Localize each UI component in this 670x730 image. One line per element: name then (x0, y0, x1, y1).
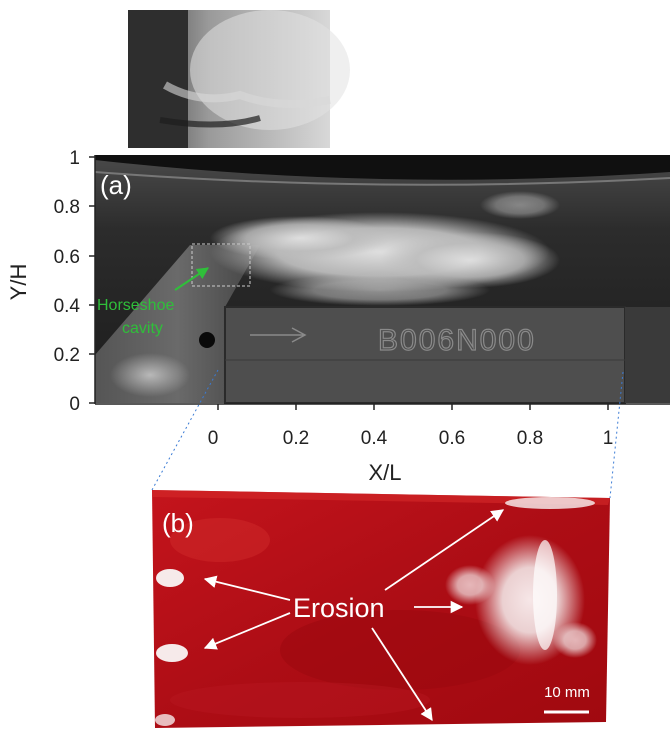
erosion-arrow-left-upper (203, 575, 291, 601)
panel-a-label: (a) (100, 170, 132, 200)
scale-bar-label: 10 mm (544, 684, 590, 701)
connector-right (609, 371, 624, 499)
x-tick-0.4: 0.4 (361, 428, 388, 449)
x-tick-0.6: 0.6 (439, 428, 465, 449)
panel-a-photo: B006N000 (94, 155, 670, 404)
erosion-arrow-bottom (371, 627, 433, 722)
y-axis: 1 0.8 0.6 0.4 0.2 0 Y/H (6, 148, 96, 415)
x-tick-0: 0 (208, 428, 219, 449)
y-tick-1: 1 (69, 148, 80, 169)
erosion-label: Erosion (293, 593, 385, 623)
y-tick-0.8: 0.8 (54, 197, 80, 218)
erosion-arrow-top-right (384, 509, 505, 591)
horseshoe-label-line2: cavity (122, 320, 163, 337)
x-tick-0.8: 0.8 (517, 428, 543, 449)
y-tick-0: 0 (69, 394, 80, 415)
x-tick-1: 1 (603, 428, 614, 449)
y-tick-0.4: 0.4 (54, 296, 81, 317)
x-axis-title: X/L (368, 460, 401, 485)
zoom-inset (128, 10, 350, 148)
x-axis: 0 0.2 0.4 0.6 0.8 1 X/L (95, 403, 670, 485)
y-tick-0.6: 0.6 (54, 247, 80, 268)
erosion-arrow-left-lower (203, 612, 291, 650)
y-axis-title: Y/H (6, 264, 31, 301)
panel-b-photo (152, 490, 610, 728)
engraving-text: B006N000 (378, 324, 536, 357)
y-tick-0.2: 0.2 (54, 345, 80, 366)
x-tick-0.2: 0.2 (283, 428, 309, 449)
horseshoe-arrow (174, 267, 209, 291)
panel-b-label: (b) (162, 508, 194, 538)
horseshoe-label-line1: Horseshoe (97, 297, 174, 314)
